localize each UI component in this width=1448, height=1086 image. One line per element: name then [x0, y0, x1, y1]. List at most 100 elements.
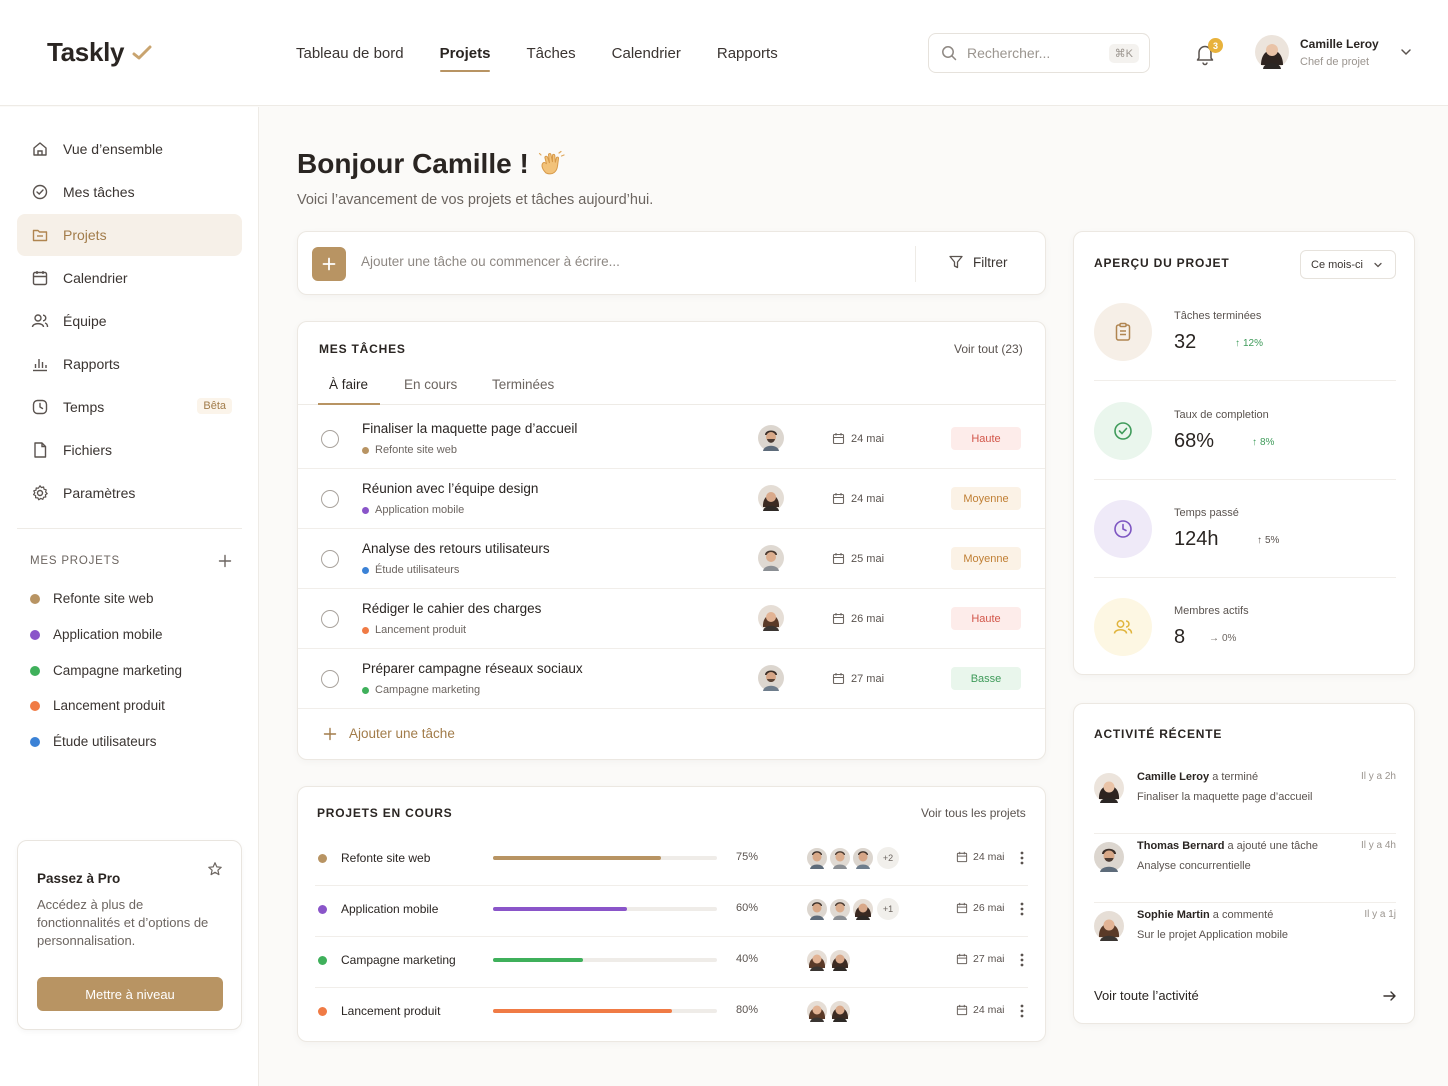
sidebar-project-etude[interactable]: Étude utilisateurs [30, 734, 157, 749]
task-row[interactable]: Finaliser la maquette page d’accueil Ref… [298, 409, 1045, 469]
task-checkbox[interactable] [321, 430, 339, 448]
tab-terminees[interactable]: Terminées [492, 377, 555, 392]
add-task-link[interactable]: Ajouter une tâche [323, 726, 455, 741]
more-members-count: +1 [877, 898, 899, 920]
more-options-icon[interactable] [1020, 901, 1024, 917]
sidebar-item-vue-ensemble[interactable]: Vue d’ensemble [17, 128, 242, 170]
task-checkbox[interactable] [321, 610, 339, 628]
nav-projets[interactable]: Projets [439, 0, 490, 106]
task-tabs: À faire En cours Terminées [298, 370, 1045, 405]
upgrade-button[interactable]: Mettre à niveau [37, 977, 223, 1011]
sidebar-item-calendrier[interactable]: Calendrier [17, 257, 242, 299]
tab-a-faire[interactable]: À faire [329, 377, 369, 392]
task-checkbox[interactable] [321, 550, 339, 568]
tab-en-cours[interactable]: En cours [404, 377, 458, 392]
add-project-icon[interactable] [216, 552, 234, 570]
progress-fill [493, 1009, 673, 1013]
task-due-date: 26 mai [832, 612, 884, 625]
row-divider [315, 885, 1028, 886]
avatar [805, 948, 829, 972]
project-due-date: 24 mai [956, 1004, 1005, 1016]
period-select[interactable]: Ce mois-ci [1300, 250, 1396, 279]
row-divider [315, 936, 1028, 937]
see-all-projects-link[interactable]: Voir tous les projets [921, 806, 1026, 820]
search-shortcut: ⌘K [1108, 44, 1139, 63]
task-row[interactable]: Rédiger le cahier des charges Lancement … [298, 589, 1045, 649]
progress-percent: 75% [736, 851, 759, 863]
stat-label: Tâches terminées [1174, 310, 1262, 322]
activity-item[interactable]: Camille Leroy a terminé Finaliser la maq… [1094, 765, 1396, 834]
project-row[interactable]: Campagne marketing 40% 27 mai [298, 937, 1045, 988]
member-avatars [805, 948, 852, 972]
task-checkbox[interactable] [321, 670, 339, 688]
see-all-tasks-link[interactable]: Voir tout (23) [954, 342, 1023, 356]
nav-calendrier[interactable]: Calendrier [611, 44, 681, 62]
project-color-dot [362, 506, 369, 514]
sidebar-item-mes-taches[interactable]: Mes tâches [17, 171, 242, 213]
activity-item[interactable]: Thomas Bernard a ajouté une tâche Analys… [1094, 834, 1396, 903]
nav-rapports[interactable]: Rapports [716, 44, 778, 62]
arrow-right-icon[interactable] [1382, 988, 1398, 1004]
more-options-icon[interactable] [1020, 952, 1024, 968]
more-options-icon[interactable] [1020, 850, 1024, 866]
bell-icon[interactable] [1193, 42, 1217, 66]
sidebar-item-equipe[interactable]: Équipe [17, 300, 242, 342]
sidebar-item-rapports[interactable]: Rapports [17, 343, 242, 385]
activity-item[interactable]: Sophie Martin a commenté Sur le projet A… [1094, 903, 1396, 972]
project-name-label: Refonte site web [341, 851, 431, 865]
active-tab-indicator [318, 403, 380, 405]
project-row[interactable]: Refonte site web 75% +2 24 mai [298, 835, 1045, 886]
project-row[interactable]: Lancement produit 80% 24 mai [298, 988, 1045, 1039]
project-color-dot [30, 665, 40, 676]
file-icon [31, 441, 49, 459]
stat-trend-value: 5% [1265, 535, 1280, 546]
app-logo[interactable]: Taskly [47, 37, 152, 68]
filter-button[interactable]: Filtrer [948, 254, 1008, 270]
row-divider [1094, 833, 1396, 834]
project-label: Campagne marketing [53, 663, 183, 678]
sidebar-item-temps[interactable]: Temps Bêta [17, 386, 242, 428]
sidebar-item-fichiers[interactable]: Fichiers [17, 429, 242, 471]
task-row[interactable]: Réunion avec l’équipe design Application… [298, 469, 1045, 529]
project-label: Lancement produit [53, 698, 165, 713]
nav-taches[interactable]: Tâches [526, 44, 576, 62]
star-icon[interactable] [207, 861, 223, 877]
row-divider [1094, 902, 1396, 903]
stat-value: 8 [1174, 626, 1186, 648]
member-avatars [805, 999, 852, 1023]
section-title: APERÇU DU PROJET [1094, 256, 1230, 270]
task-row[interactable]: Préparer campagne réseaux sociaux Campag… [298, 649, 1045, 709]
search-input[interactable] [967, 45, 1097, 61]
see-all-activity-link[interactable]: Voir toute l’activité [1094, 988, 1199, 1003]
sidebar-project-refonte[interactable]: Refonte site web [30, 591, 154, 606]
task-checkbox[interactable] [321, 490, 339, 508]
avatar [828, 999, 852, 1023]
nav-tableau-de-bord[interactable]: Tableau de bord [296, 44, 404, 62]
filter-label: Filtrer [973, 254, 1008, 270]
avatar [828, 897, 852, 921]
search-box[interactable]: ⌘K [928, 33, 1150, 73]
add-task-button[interactable] [312, 247, 346, 281]
task-project-label: Refonte site web [375, 444, 457, 456]
sidebar-project-lancement[interactable]: Lancement produit [30, 698, 165, 713]
sidebar-item-projets[interactable]: Projets [17, 214, 242, 256]
home-icon [31, 140, 49, 158]
avatar [1094, 842, 1124, 872]
chevron-down-icon[interactable] [1400, 46, 1412, 58]
user-menu[interactable]: Camille Leroy Chef de projet [1255, 35, 1379, 69]
sidebar-item-label: Rapports [63, 356, 120, 372]
task-row[interactable]: Analyse des retours utilisateurs Étude u… [298, 529, 1045, 589]
project-due-date: 24 mai [956, 851, 1005, 863]
projects-in-progress-card: PROJETS EN COURS Voir tous les projets R… [297, 786, 1046, 1042]
quick-add-input[interactable] [361, 254, 861, 269]
more-options-icon[interactable] [1020, 1003, 1024, 1019]
project-row[interactable]: Application mobile 60% +1 26 mai [298, 886, 1045, 937]
filter-icon [948, 254, 964, 270]
sidebar-project-campagne[interactable]: Campagne marketing [30, 663, 182, 678]
sidebar-item-parametres[interactable]: Paramètres [17, 472, 242, 514]
clock-icon [31, 398, 49, 416]
beta-badge: Bêta [197, 398, 232, 414]
task-date-label: 25 mai [851, 552, 885, 565]
plus-icon [323, 727, 337, 741]
sidebar-project-application[interactable]: Application mobile [30, 627, 163, 642]
